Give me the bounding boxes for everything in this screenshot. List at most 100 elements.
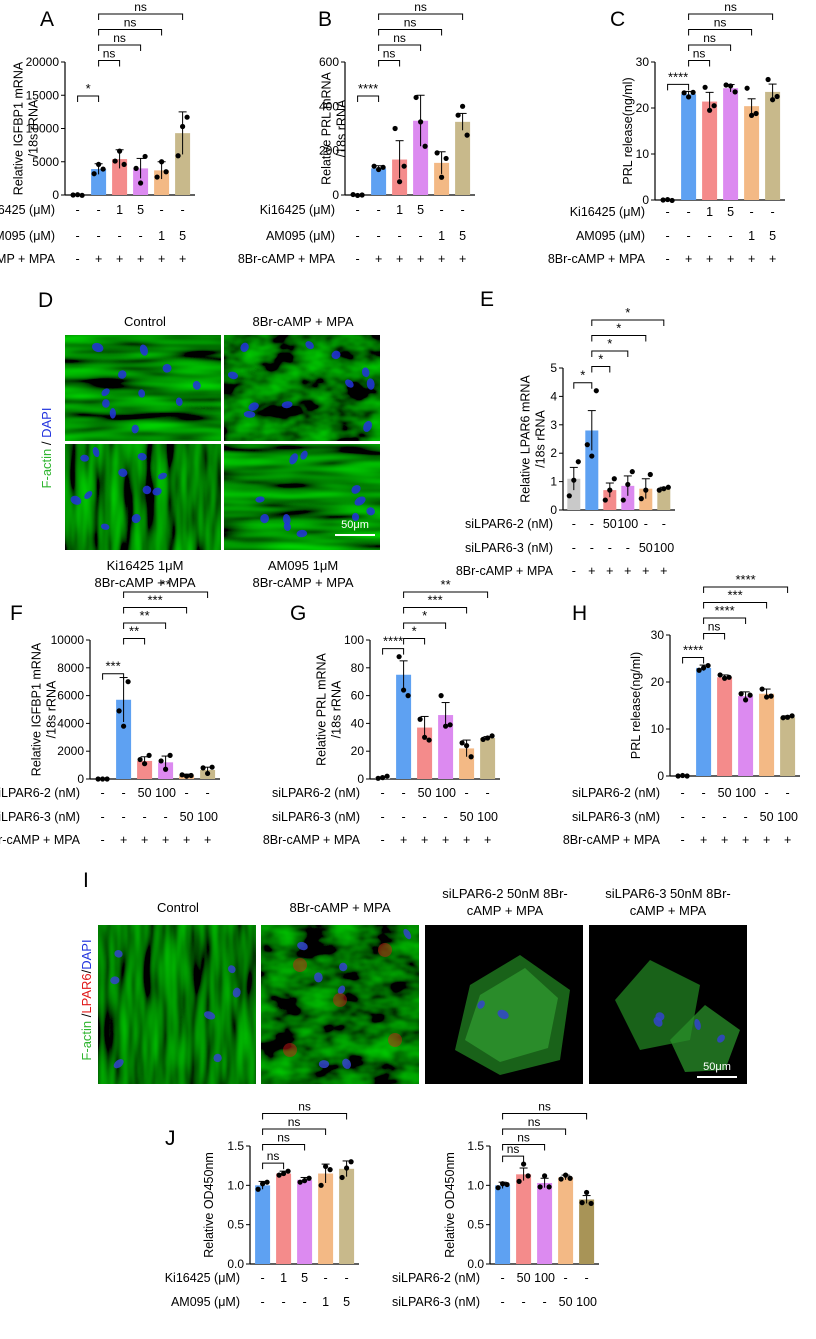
bar <box>639 488 653 510</box>
nucleus <box>345 379 354 388</box>
data-point <box>764 694 770 700</box>
bar <box>413 120 429 195</box>
row-cell: - <box>750 205 754 219</box>
data-point <box>179 772 185 778</box>
nucleus <box>139 344 148 356</box>
row-cell: - <box>666 252 670 266</box>
row-cell: + <box>120 833 127 847</box>
data-point <box>175 153 181 159</box>
data-point <box>184 773 190 779</box>
nucleus <box>138 389 146 398</box>
lpar6-signal <box>378 943 392 957</box>
y-tick-label: 0 <box>332 188 339 202</box>
y-tick-label: 1.5 <box>227 1139 244 1153</box>
data-point <box>675 773 681 779</box>
row-label: 8Br-cAMP + MPA <box>0 252 56 266</box>
row-cell: - <box>160 203 164 217</box>
y-tick-label: 20000 <box>26 55 60 69</box>
bar <box>371 168 387 195</box>
lpar6-signal <box>283 1043 297 1057</box>
row-cell: 1 <box>706 205 713 219</box>
significance-bracket <box>688 29 753 36</box>
nucleus <box>717 1034 725 1043</box>
data-point <box>344 1165 350 1171</box>
significance-label: * <box>616 321 621 336</box>
row-cell: 1 <box>748 229 755 243</box>
data-point <box>743 697 749 703</box>
row-cell: 5 <box>769 229 776 243</box>
row-cell: - <box>398 229 402 243</box>
bar <box>696 667 712 776</box>
data-point <box>629 469 635 475</box>
row-cell: - <box>702 810 706 824</box>
panel-letter: G <box>290 602 306 625</box>
bottom-label-ki16425-treatment: 8Br-cAMP + MPA <box>94 575 195 590</box>
significance-bracket <box>703 617 747 624</box>
nucleus <box>109 407 116 419</box>
significance-bracket <box>123 638 146 645</box>
data-point <box>749 112 755 118</box>
nucleus <box>80 454 89 462</box>
nucleus <box>131 513 141 524</box>
row-label: AM095 (μM) <box>266 229 335 243</box>
y-tick-label: 4 <box>550 389 557 403</box>
significance-label: ns <box>538 1100 551 1114</box>
row-label: siLPAR6-2 (nM) <box>272 786 360 800</box>
row-cell: - <box>501 1271 505 1285</box>
column-label-i-silpar6-3: siLPAR6-3 50nM 8Br- <box>605 886 730 901</box>
data-point <box>100 166 106 172</box>
lpar6-signal <box>293 958 307 972</box>
y-axis-label: /18s rRNA <box>45 680 59 738</box>
y-axis-label: /18s rRNA <box>534 410 548 468</box>
significance-label: ns <box>404 16 417 30</box>
bar <box>480 737 496 779</box>
y-tick-label: 0 <box>550 503 557 517</box>
row-cell: + <box>137 252 144 266</box>
data-point <box>159 159 165 165</box>
data-point <box>116 708 122 714</box>
data-point <box>348 1159 354 1165</box>
y-tick-label: 1.0 <box>467 1178 484 1192</box>
significance-bracket <box>403 638 426 645</box>
significance-bracket <box>688 44 732 51</box>
data-point <box>205 770 211 777</box>
data-point <box>669 197 675 204</box>
row-cell: - <box>486 786 490 800</box>
data-point <box>602 497 608 503</box>
data-point <box>443 155 449 162</box>
row-cell: 50 <box>639 541 653 555</box>
data-point <box>660 197 666 203</box>
data-point <box>566 493 572 499</box>
row-cell: + <box>141 833 148 847</box>
significance-label: ns <box>277 1131 290 1145</box>
significance-bracket <box>378 13 464 20</box>
data-point <box>620 497 626 503</box>
significance-bracket <box>262 1128 327 1135</box>
bar <box>495 1185 511 1264</box>
y-axis-label: Relative IGFBP1 mRNA <box>12 61 26 195</box>
row-cell: + <box>763 833 770 847</box>
nucleus <box>314 972 323 983</box>
data-point <box>765 76 771 83</box>
significance-label: ** <box>441 577 451 592</box>
nucleus <box>117 370 127 379</box>
row-cell: - <box>118 229 122 243</box>
bar <box>567 478 581 510</box>
bar <box>339 1168 355 1264</box>
y-tick-label: 0.5 <box>227 1218 244 1232</box>
row-cell: - <box>572 564 576 578</box>
y-tick-label: 0 <box>657 769 664 783</box>
row-cell: 100 <box>735 786 756 800</box>
y-tick-label: 400 <box>319 99 339 113</box>
y-tick-label: 60 <box>351 689 365 703</box>
data-point <box>142 153 148 160</box>
significance-bracket <box>591 335 647 342</box>
data-point <box>770 97 776 103</box>
row-label: siLPAR6-3 (nM) <box>272 810 360 824</box>
nucleus <box>114 950 123 958</box>
data-point <box>722 675 728 681</box>
nucleus <box>305 341 314 350</box>
y-tick-label: 3 <box>550 418 557 432</box>
row-cell: + <box>748 252 755 266</box>
